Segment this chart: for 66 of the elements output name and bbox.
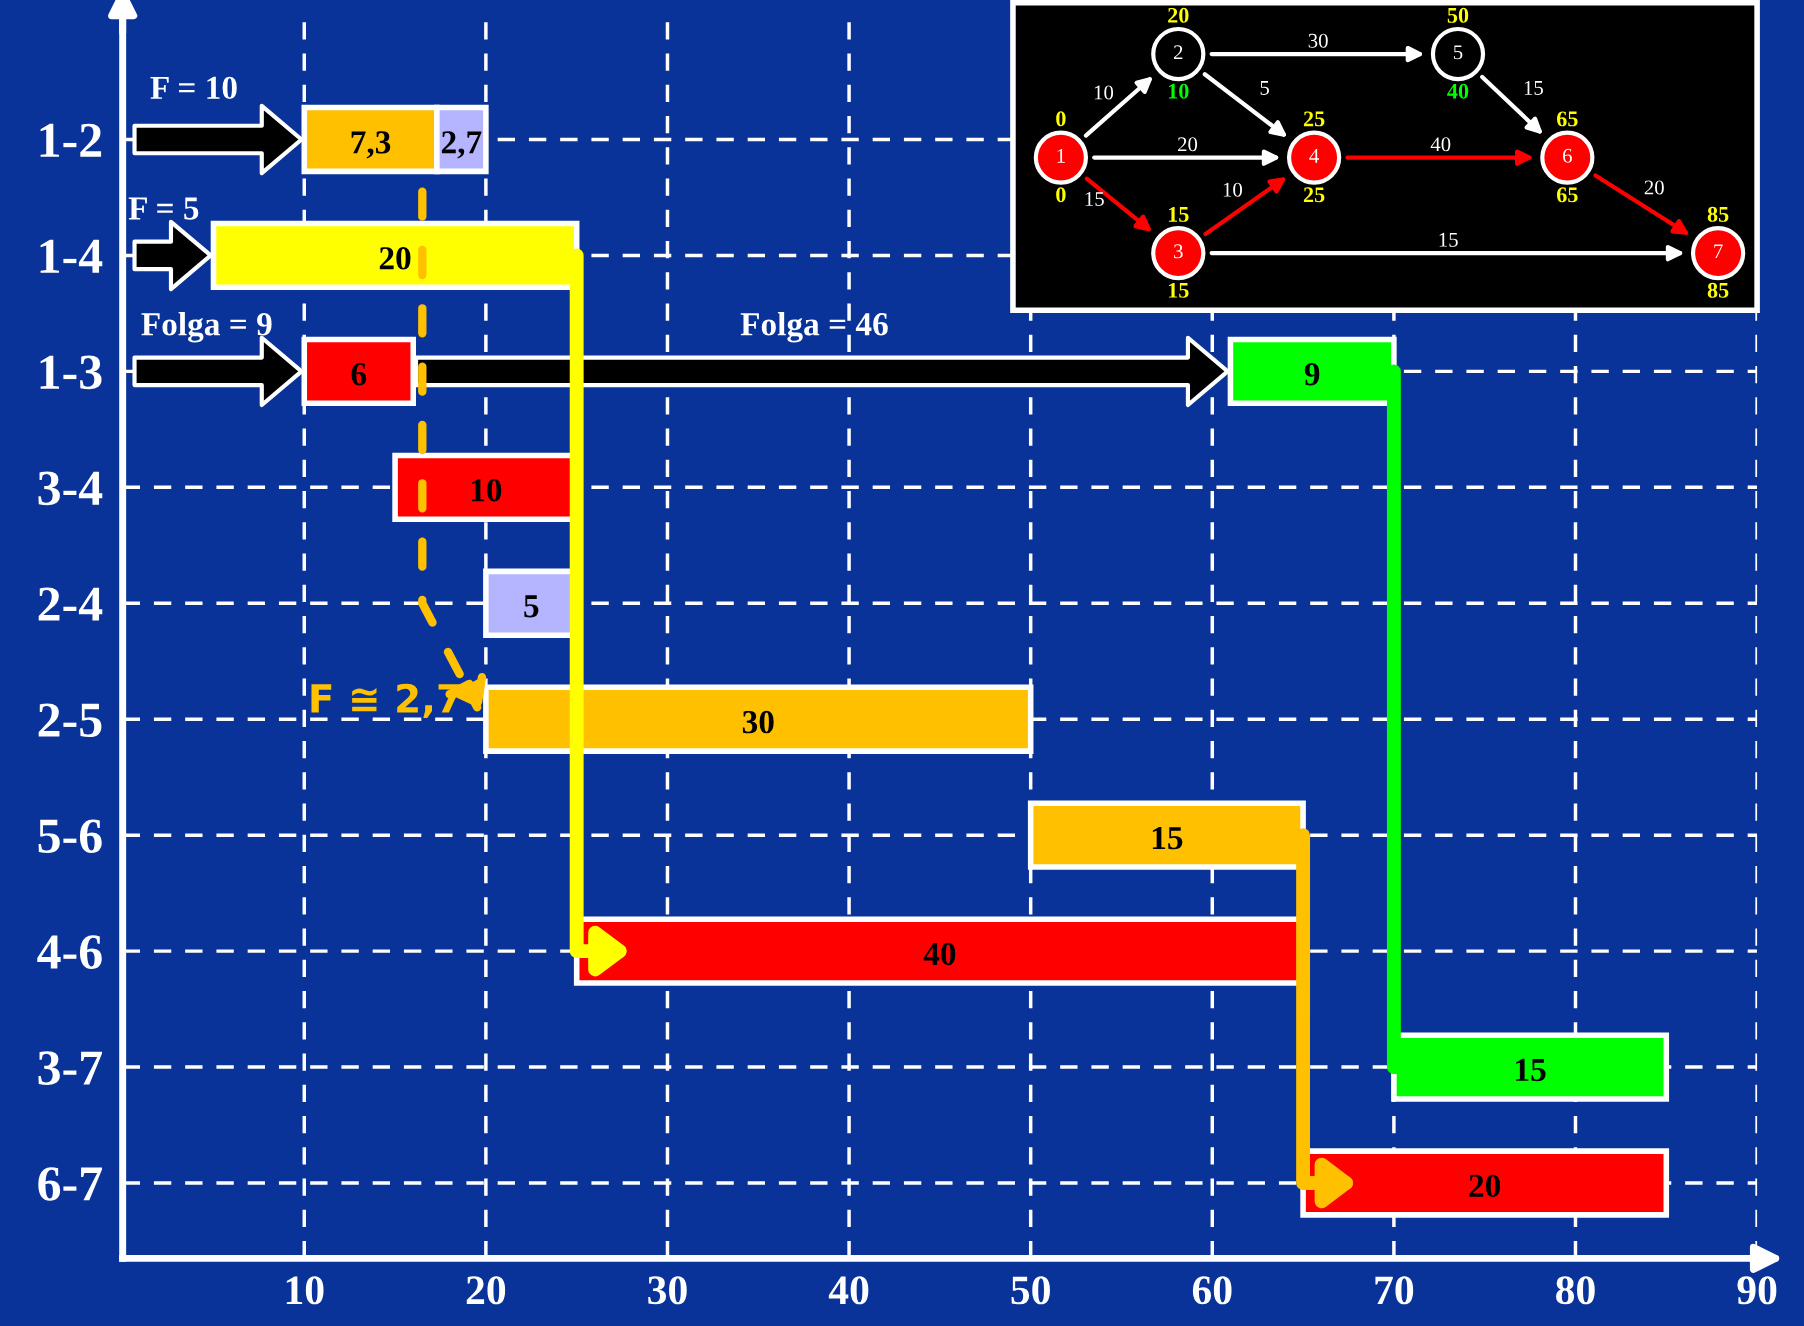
data-label: 20 [1469,1174,1501,1198]
annotation: 20 [1177,137,1198,152]
category-label: 1 [1057,148,1065,163]
y-tick-label: 6-7 [38,1167,103,1201]
annotation: F = 5 [128,197,199,220]
annotation: Folga = 46 [740,312,888,343]
annotation: 15 [1085,192,1104,206]
y-tick-label: 2-4 [38,587,103,621]
data-label: 25 [1303,187,1325,203]
data-label: 0 [1056,111,1066,127]
category-label: 7 [1714,244,1723,259]
data-label: 65 [1556,111,1578,127]
y-tick-label: 5-6 [38,819,102,853]
annotation: 10 [1223,182,1243,197]
x-tick-label: 90 [1737,1276,1777,1305]
annotation: 20 [1644,180,1664,195]
annotation: 30 [1308,33,1328,48]
category-label: 6 [1563,148,1572,163]
y-tick-label: 4-6 [37,935,102,969]
y-tick-label: 2-5 [38,703,102,738]
annotation: 5 [1260,81,1270,95]
x-tick-label: 30 [648,1276,687,1305]
category-label: 2 [1173,45,1183,60]
data-label: 10 [1168,83,1189,99]
y-tick-label: 1-4 [40,239,103,273]
data-label: 15 [1168,206,1189,222]
data-label: 40 [923,942,956,966]
data-label: 9 [1304,363,1320,386]
category-label: 5 [1453,45,1463,60]
data-label: 85 [1707,282,1729,298]
y-tick-label: 3-7 [38,1051,103,1085]
y-tick-label: 1-2 [40,123,102,157]
data-label: 20 [379,247,411,270]
annotation: F = 10 [150,76,237,100]
category-label: 4 [1309,148,1319,163]
data-label: 25 [1303,111,1325,127]
x-tick-label: 80 [1556,1276,1595,1305]
data-label: 85 [1707,206,1729,222]
data-label: 7,3 [351,131,391,159]
data-label: 2,7 [441,131,482,159]
annotation: Folga = 9 [141,312,272,343]
data-label: 15 [1152,826,1183,850]
data-label: 40 [1447,83,1469,99]
data-label: 10 [471,478,502,502]
annotation: 15 [1439,232,1458,247]
y-tick-label: 1-3 [40,355,102,390]
data-label: 30 [742,710,774,734]
x-tick-label: 70 [1375,1276,1414,1305]
x-tick-label: 50 [1011,1276,1050,1305]
annotation: 40 [1430,137,1451,152]
data-label: 20 [1168,7,1189,23]
x-tick-label: 10 [286,1276,324,1305]
x-tick-label: 40 [828,1276,869,1305]
x-tick-label: 60 [1192,1276,1232,1305]
y-tick-label: 3-4 [38,471,103,506]
annotation: 15 [1524,81,1543,95]
data-label: 5 [524,595,539,618]
data-label: 15 [1516,1058,1546,1082]
data-label: 15 [1168,282,1189,298]
annotation: 10 [1094,85,1114,100]
category-label: 3 [1174,244,1183,259]
data-label: 0 [1056,187,1066,203]
data-label: 65 [1556,187,1578,203]
data-label: 50 [1447,7,1469,23]
x-tick-label: 20 [466,1276,506,1305]
data-label: 6 [351,363,367,386]
